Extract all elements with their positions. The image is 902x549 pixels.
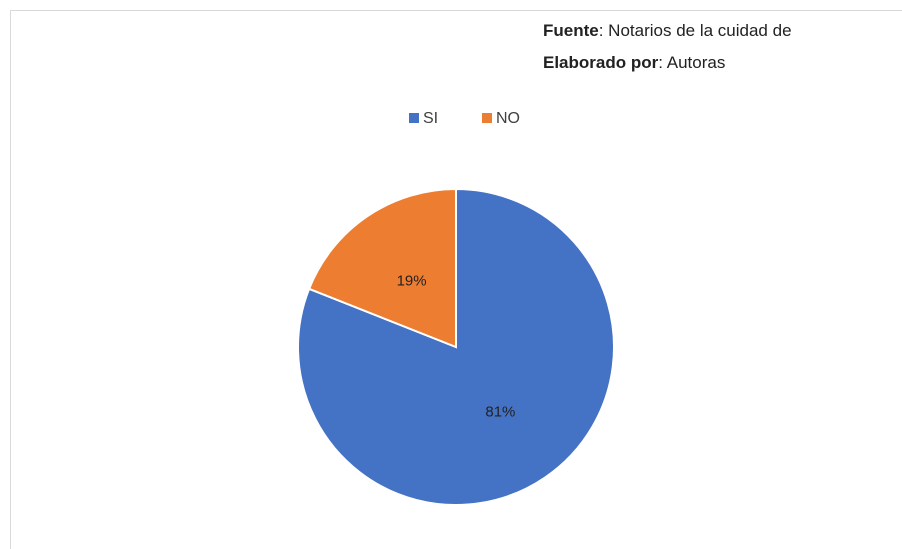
legend-label: NO (496, 110, 520, 127)
source-note: Fuente: Notarios de la cuidad de (543, 21, 792, 40)
slice-label: 81% (485, 403, 515, 420)
author-text: : Autoras (658, 53, 725, 72)
legend-swatch (409, 113, 419, 123)
source-label: Fuente (543, 21, 599, 40)
author-label: Elaborado por (543, 53, 659, 72)
author-note: Elaborado por: Autoras (543, 53, 725, 72)
chart-border (10, 10, 902, 549)
legend-label: SI (423, 110, 438, 127)
slice-label: 19% (397, 273, 427, 290)
pie-slice (307, 187, 457, 349)
legend-swatch (482, 113, 492, 123)
source-text: : Notarios de la cuidad de (599, 21, 792, 40)
